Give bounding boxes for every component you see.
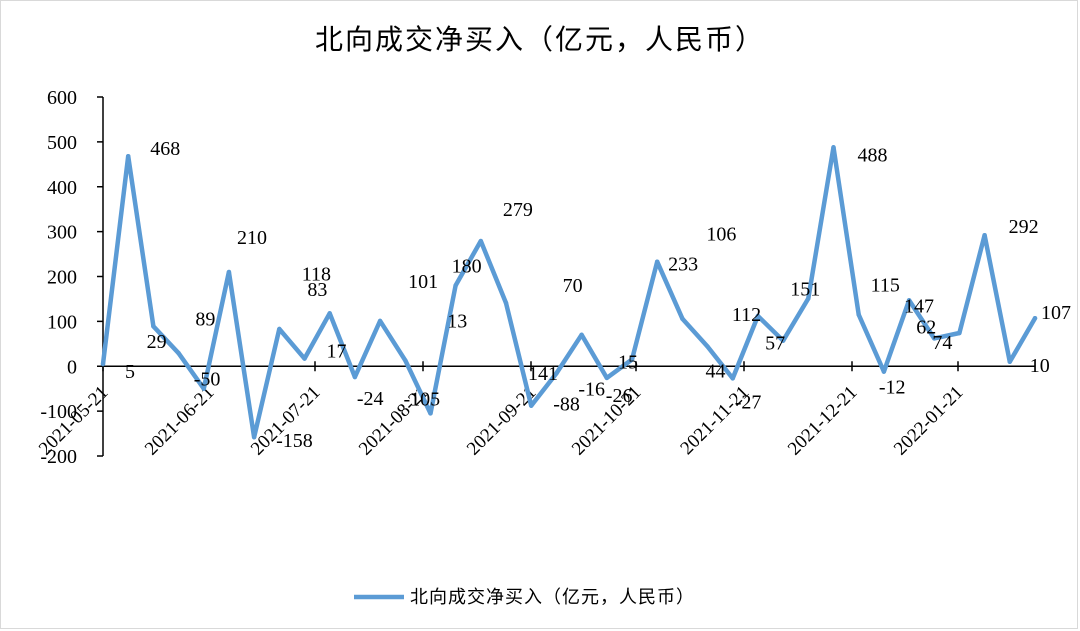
data-label: -105	[403, 388, 440, 410]
data-point	[806, 296, 811, 301]
y-tick-label: 500	[47, 132, 77, 154]
data-label: 70	[563, 275, 583, 297]
data-point	[529, 403, 534, 408]
data-label: 62	[916, 316, 936, 338]
data-label: 10	[1030, 355, 1050, 377]
y-tick-label: 100	[47, 311, 77, 333]
data-point	[377, 318, 383, 324]
data-label: 488	[857, 144, 887, 166]
data-point	[705, 344, 710, 349]
data-label: 210	[237, 227, 267, 249]
data-point	[755, 313, 761, 319]
data-point	[503, 300, 509, 306]
data-point	[453, 283, 458, 288]
data-label: 57	[765, 333, 785, 355]
y-tick-label: 300	[47, 222, 77, 244]
data-point	[856, 312, 861, 317]
data-point	[554, 371, 559, 376]
y-tick-label: 400	[47, 177, 77, 199]
data-point	[201, 386, 206, 391]
data-point	[176, 351, 181, 356]
data-label: -88	[553, 394, 580, 416]
data-label: 292	[1009, 216, 1039, 238]
data-point	[604, 375, 609, 381]
y-tick-label: -200	[40, 446, 77, 468]
data-point	[831, 145, 836, 150]
data-point	[680, 316, 685, 321]
data-label: 13	[447, 310, 467, 332]
data-label: 147	[904, 295, 934, 317]
data-label: 15	[618, 352, 638, 374]
data-label: 279	[503, 199, 533, 221]
data-point	[327, 311, 332, 316]
data-point	[957, 330, 962, 336]
data-point	[629, 357, 635, 362]
data-label: 141	[528, 363, 558, 385]
y-tick-label: 600	[47, 87, 77, 109]
data-label: 112	[732, 304, 761, 326]
data-point	[277, 326, 282, 332]
data-point	[125, 154, 131, 159]
data-point	[403, 358, 408, 363]
data-label: 468	[150, 138, 180, 160]
data-point	[151, 324, 156, 329]
data-label: -24	[357, 388, 384, 410]
data-label: 233	[668, 254, 698, 276]
data-label: 44	[706, 361, 726, 383]
data-point	[982, 233, 987, 238]
data-label: 106	[706, 224, 736, 246]
y-tick-label: 0	[67, 356, 77, 378]
x-tick-label: 2021-12-21	[784, 382, 862, 460]
y-tick-label: 200	[47, 267, 77, 289]
data-point	[478, 238, 484, 244]
data-label: 83	[307, 279, 327, 301]
data-point	[302, 356, 307, 361]
data-label: -12	[879, 377, 906, 399]
x-tick-label: 2021-06-21	[141, 382, 219, 460]
data-label: 107	[1041, 302, 1071, 324]
data-label: 5	[125, 361, 135, 383]
data-label: 101	[408, 271, 438, 293]
data-point	[251, 434, 257, 440]
chart-title: 北向成交净买入（亿元，人民币）	[314, 23, 765, 56]
data-point	[881, 369, 887, 374]
data-label: 29	[147, 331, 167, 353]
y-tick-label: -100	[40, 401, 77, 423]
data-point	[352, 374, 358, 380]
data-point	[932, 336, 937, 341]
series-line	[100, 145, 1038, 440]
data-label: 74	[932, 332, 952, 354]
data-label: 115	[871, 275, 900, 297]
data-label: 89	[195, 308, 215, 330]
data-point	[1007, 359, 1013, 364]
legend-label: 北向成交净买入（亿元，人民币）	[410, 587, 695, 608]
data-point	[730, 376, 735, 381]
data-label: 17	[327, 341, 347, 363]
data-point	[780, 338, 786, 343]
data-label: -26	[606, 385, 633, 407]
data-label: -16	[578, 378, 605, 400]
data-label: 118	[302, 263, 331, 285]
data-point	[579, 332, 584, 338]
data-label: -50	[194, 369, 221, 391]
data-label: -27	[735, 391, 762, 413]
data-point	[1032, 316, 1038, 321]
data-point	[226, 269, 232, 275]
legend: 北向成交净买入（亿元，人民币）	[354, 587, 695, 608]
data-point	[428, 411, 433, 416]
data-point	[654, 259, 660, 264]
data-label: 180	[452, 255, 482, 277]
data-point	[100, 361, 106, 367]
data-label: -158	[276, 430, 313, 452]
data-label: 151	[790, 278, 820, 300]
data-point	[906, 298, 912, 303]
